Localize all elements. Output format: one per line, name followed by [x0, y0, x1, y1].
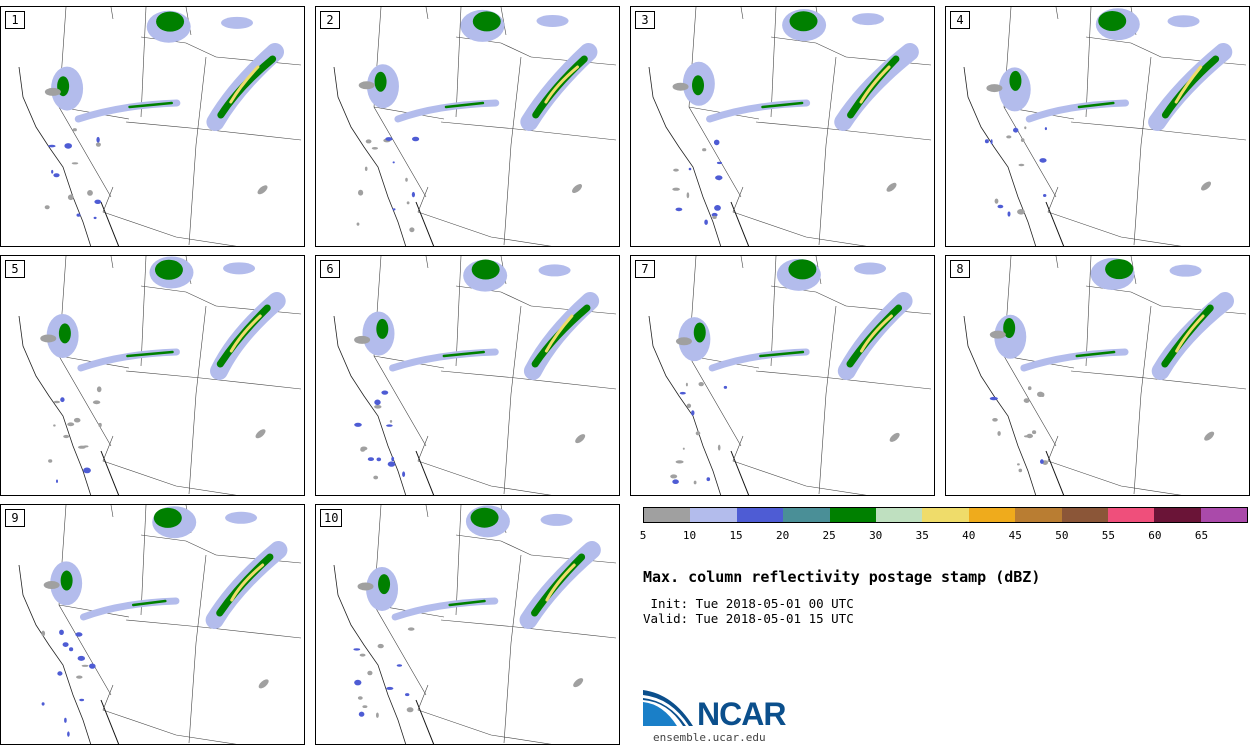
ensemble-member-panel: 6 [315, 255, 620, 496]
colorbar-tick-label: 5 [639, 529, 647, 542]
colorbar-swatch [783, 508, 830, 522]
member-number-label: 5 [5, 260, 25, 278]
ensemble-member-panel: 5 [0, 255, 305, 496]
colorbar-tick-label: 15 [729, 529, 743, 542]
colorbar-tick-label: 40 [962, 529, 976, 542]
figure-title: Max. column reflectivity postage stamp (… [643, 568, 1041, 586]
member-number-label: 2 [320, 11, 340, 29]
member-number-label: 10 [320, 509, 343, 527]
colorbar-swatch [1200, 508, 1248, 522]
ensemble-member-panel: 1 [0, 6, 305, 247]
colorbar-swatch [1061, 508, 1108, 522]
colorbar-swatch [1154, 508, 1201, 522]
valid-time: Valid: Tue 2018-05-01 15 UTC [643, 611, 854, 626]
init-time: Init: Tue 2018-05-01 00 UTC [643, 596, 854, 611]
colorbar-tick-label: 20 [775, 529, 790, 542]
colorbar-tick-label: 45 [1008, 529, 1022, 542]
colorbar-swatch [1107, 508, 1155, 522]
colorbar-tick-label: 30 [869, 529, 883, 542]
ensemble-member-panel: 8 [945, 255, 1250, 496]
member-number-label: 9 [5, 509, 25, 527]
colorbar-swatch [1015, 508, 1062, 522]
member-number-label: 6 [320, 260, 340, 278]
colorbar-swatch [829, 508, 876, 522]
ensemble-member-panel: 2 [315, 6, 620, 247]
member-number-label: 4 [950, 11, 970, 29]
member-number-label: 8 [950, 260, 970, 278]
colorbar-tick-label: 65 [1194, 529, 1209, 542]
colorbar-tick-label: 35 [915, 529, 929, 542]
member-number-label: 7 [635, 260, 655, 278]
colorbar-swatch [968, 508, 1016, 522]
colorbar-tick-label: 55 [1101, 529, 1115, 542]
member-number-label: 3 [635, 11, 655, 29]
ncar-logo-text: NCAR [697, 696, 786, 732]
colorbar-swatch [875, 508, 923, 522]
colorbar-tick-label: 25 [822, 529, 836, 542]
colorbar-tick-label: 50 [1055, 529, 1069, 542]
ensemble-member-panel: 9 [0, 504, 305, 745]
colorbar-tick-label: 10 [682, 529, 697, 542]
colorbar-swatch [644, 508, 691, 522]
member-number-label: 1 [5, 11, 25, 29]
ensemble-member-panel: 4 [945, 6, 1250, 247]
colorbar-swatch [922, 508, 969, 522]
colorbar-swatch [690, 508, 737, 522]
colorbar-tick-label: 60 [1148, 529, 1162, 542]
ensemble-member-panel: 7 [630, 255, 935, 496]
colorbar-swatch [736, 508, 784, 522]
ensemble-member-panel: 3 [630, 6, 935, 247]
website-link[interactable]: ensemble.ucar.edu [653, 731, 766, 744]
ncar-logo-icon [643, 690, 693, 726]
reflectivity-colorbar [643, 507, 1248, 523]
ensemble-member-panel: 10 [315, 504, 620, 745]
